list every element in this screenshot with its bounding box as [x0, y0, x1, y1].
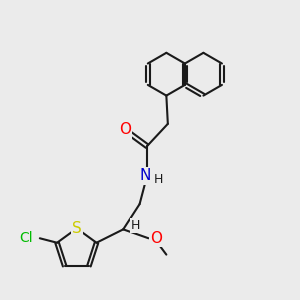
- Text: O: O: [119, 122, 131, 137]
- Text: H: H: [131, 219, 140, 232]
- Text: N: N: [140, 168, 151, 183]
- Text: O: O: [150, 231, 162, 246]
- Text: S: S: [72, 221, 82, 236]
- Text: Cl: Cl: [20, 231, 33, 245]
- Text: H: H: [154, 173, 163, 186]
